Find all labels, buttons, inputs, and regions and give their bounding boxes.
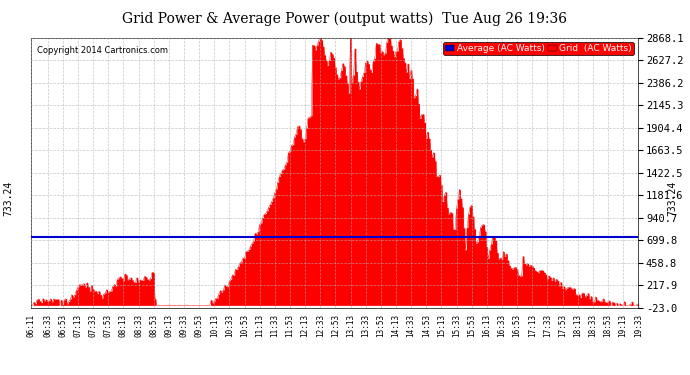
Text: Copyright 2014 Cartronics.com: Copyright 2014 Cartronics.com bbox=[37, 46, 168, 55]
Text: Grid Power & Average Power (output watts)  Tue Aug 26 19:36: Grid Power & Average Power (output watts… bbox=[123, 11, 567, 26]
Text: 733.24: 733.24 bbox=[3, 181, 13, 216]
Text: 733.24: 733.24 bbox=[668, 181, 678, 216]
Legend: Average (AC Watts), Grid  (AC Watts): Average (AC Watts), Grid (AC Watts) bbox=[444, 42, 633, 55]
